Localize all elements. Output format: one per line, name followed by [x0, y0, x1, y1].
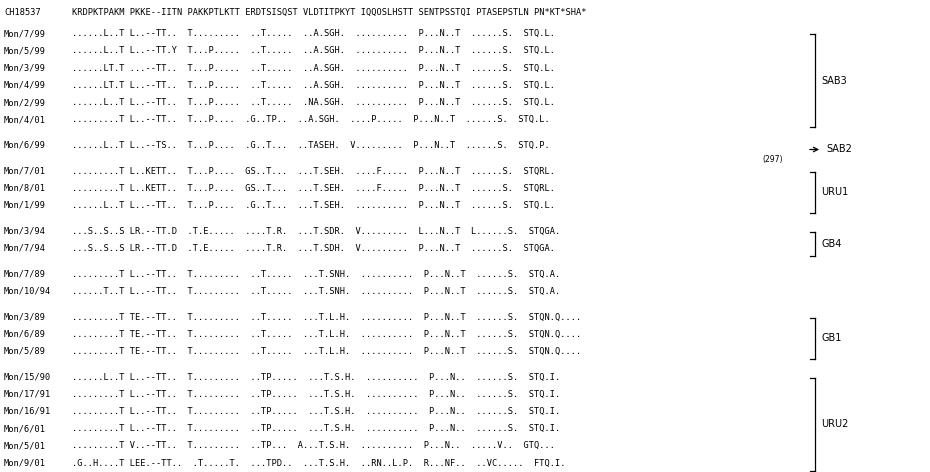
Text: Mon/6/01: Mon/6/01: [4, 424, 46, 433]
Text: SAB3: SAB3: [821, 76, 846, 86]
Text: Mon/3/89: Mon/3/89: [4, 312, 46, 321]
Text: .........T L..--TT..  T.........  ..TP.....  ...T.S.H.  ..........  P...N..  ...: .........T L..--TT.. T......... ..TP....…: [72, 407, 560, 416]
Text: ...S..S..S LR.--TT.D  .T.E.....  ....T.R.  ...T.SDH.  V.........  P...N..T  ....: ...S..S..S LR.--TT.D .T.E..... ....T.R. …: [72, 244, 555, 253]
Text: .........T L..--TT..  T.........  ..TP.....  ...T.S.H.  ..........  P...N..  ...: .........T L..--TT.. T......... ..TP....…: [72, 424, 560, 433]
Text: KRDPKTPAKM PKKE--IITN PAKKPTLKTT ERDTSISQST VLDTITPKYT IQQOSLHSTT SENTPSSTQI PTA: KRDPKTPAKM PKKE--IITN PAKKPTLKTT ERDTSIS…: [72, 8, 587, 17]
Text: ......T..T L..--TT..  T.........  ..T.....  ...T.SNH.  ..........  P...N..T  ...: ......T..T L..--TT.. T......... ..T.....…: [72, 287, 560, 296]
Text: Mon/9/01: Mon/9/01: [4, 459, 46, 468]
Text: ......L..T L..--TT.Y  T...P.....  ..T.....  ..A.SGH.  ..........  P...N..T  ....: ......L..T L..--TT.Y T...P..... ..T.....…: [72, 46, 555, 55]
Text: Mon/7/99: Mon/7/99: [4, 29, 46, 38]
Text: Mon/4/99: Mon/4/99: [4, 81, 46, 90]
Text: URU1: URU1: [821, 187, 848, 197]
Text: Mon/8/01: Mon/8/01: [4, 184, 46, 193]
Text: ......LT.T L..--TT..  T...P.....  ..T.....  ..A.SGH.  ..........  P...N..T  ....: ......LT.T L..--TT.. T...P..... ..T.....…: [72, 81, 555, 90]
Text: .........T TE.--TT..  T.........  ..T.....  ...T.L.H.  ..........  P...N..T  ...: .........T TE.--TT.. T......... ..T.....…: [72, 330, 581, 339]
Text: Mon/5/01: Mon/5/01: [4, 441, 46, 450]
Text: Mon/5/89: Mon/5/89: [4, 347, 46, 356]
Text: .........T TE.--TT..  T.........  ..T.....  ...T.L.H.  ..........  P...N..T  ...: .........T TE.--TT.. T......... ..T.....…: [72, 312, 581, 321]
Text: Mon/6/99: Mon/6/99: [4, 141, 46, 150]
Text: ......L..T L..--TT..  T...P.....  ..T.....  .NA.SGH.  ..........  P...N..T  ....: ......L..T L..--TT.. T...P..... ..T.....…: [72, 98, 555, 107]
Text: ......L..T L..--TS..  T...P....  .G..T...  ..TASEH.  V.........  P...N..T  .....: ......L..T L..--TS.. T...P.... .G..T... …: [72, 141, 550, 150]
Text: Mon/5/99: Mon/5/99: [4, 46, 46, 55]
Text: Mon/7/89: Mon/7/89: [4, 270, 46, 278]
Text: Mon/16/91: Mon/16/91: [4, 407, 51, 416]
Text: Mon/4/01: Mon/4/01: [4, 115, 46, 124]
Text: Mon/2/99: Mon/2/99: [4, 98, 46, 107]
Text: .........T V..--TT..  T.........  ..TP...  A...T.S.H.  ..........  P...N..  ....: .........T V..--TT.. T......... ..TP... …: [72, 441, 555, 450]
Text: (297): (297): [762, 155, 782, 164]
Text: GB4: GB4: [821, 239, 842, 249]
Text: .........T L..--TT..  T.........  ..T.....  ...T.SNH.  ..........  P...N..T  ...: .........T L..--TT.. T......... ..T.....…: [72, 270, 560, 278]
Text: Mon/6/89: Mon/6/89: [4, 330, 46, 339]
Text: .........T L..KETT..  T...P....  GS..T...  ...T.SEH.  ....F.....  P...N..T  ....: .........T L..KETT.. T...P.... GS..T... …: [72, 184, 555, 193]
Text: ...S..S..S LR.--TT.D  .T.E.....  ....T.R.  ...T.SDR.  V.........  L...N..T  L...: ...S..S..S LR.--TT.D .T.E..... ....T.R. …: [72, 227, 560, 236]
Text: Mon/3/94: Mon/3/94: [4, 227, 46, 236]
Text: CH18537: CH18537: [4, 8, 41, 17]
Text: Mon/1/99: Mon/1/99: [4, 201, 46, 210]
Text: SAB2: SAB2: [826, 144, 852, 154]
Text: ......L..T L..--TT..  T.........  ..TP.....  ...T.S.H.  ..........  P...N..  ...: ......L..T L..--TT.. T......... ..TP....…: [72, 372, 560, 381]
Text: Mon/3/99: Mon/3/99: [4, 64, 46, 73]
Text: Mon/7/94: Mon/7/94: [4, 244, 46, 253]
Text: .G..H....T LEE.--TT..  .T.....T.  ...TPD..  ...T.S.H.  ..RN..L.P.  R...NF..  ..V: .G..H....T LEE.--TT.. .T.....T. ...TPD..…: [72, 459, 565, 468]
Text: ......LT.T ...--TT..  T...P.....  ..T.....  ..A.SGH.  ..........  P...N..T  ....: ......LT.T ...--TT.. T...P..... ..T.....…: [72, 64, 555, 73]
Text: .........T L..KETT..  T...P....  GS..T...  ...T.SEH.  ....F.....  P...N..T  ....: .........T L..KETT.. T...P.... GS..T... …: [72, 167, 555, 176]
Text: .........T TE.--TT..  T.........  ..T.....  ...T.L.H.  ..........  P...N..T  ...: .........T TE.--TT.. T......... ..T.....…: [72, 347, 581, 356]
Text: ......L..T L..--TT..  T...P....  .G..T...  ...T.SEH.  ..........  P...N..T  ....: ......L..T L..--TT.. T...P.... .G..T... …: [72, 201, 555, 210]
Text: Mon/15/90: Mon/15/90: [4, 372, 51, 381]
Text: Mon/7/01: Mon/7/01: [4, 167, 46, 176]
Text: ......L..T L..--TT..  T.........  ..T.....  ..A.SGH.  ..........  P...N..T  ....: ......L..T L..--TT.. T......... ..T.....…: [72, 29, 555, 38]
Text: .........T L..--TT..  T...P....  .G..TP..  ..A.SGH.  ....P.....  P...N..T  .....: .........T L..--TT.. T...P.... .G..TP.. …: [72, 115, 550, 124]
Text: Mon/17/91: Mon/17/91: [4, 390, 51, 399]
Text: URU2: URU2: [821, 419, 848, 429]
Text: GB1: GB1: [821, 333, 842, 343]
Text: Mon/10/94: Mon/10/94: [4, 287, 51, 296]
Text: .........T L..--TT..  T.........  ..TP.....  ...T.S.H.  ..........  P...N..  ...: .........T L..--TT.. T......... ..TP....…: [72, 390, 560, 399]
